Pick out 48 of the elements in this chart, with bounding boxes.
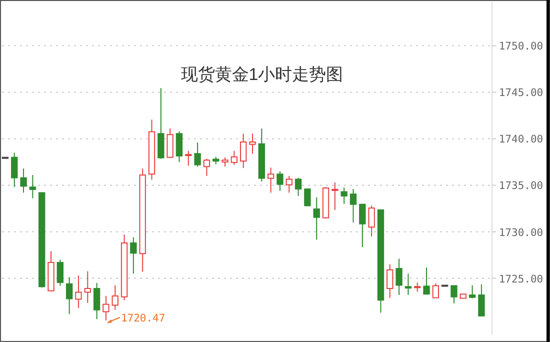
candlestick xyxy=(267,167,274,194)
candlestick xyxy=(350,188,357,223)
candlestick xyxy=(112,284,118,310)
candlestick xyxy=(313,196,320,240)
candlestick xyxy=(340,187,348,204)
candlestick xyxy=(222,156,228,168)
candlestick xyxy=(66,276,73,315)
candlestick xyxy=(386,264,394,298)
candlestick xyxy=(359,203,366,248)
candlestick xyxy=(468,284,476,299)
candlestick xyxy=(75,274,82,309)
text: 现货黄金1小时走势图 xyxy=(180,65,344,84)
candlestick xyxy=(404,273,412,296)
candlestick xyxy=(450,285,458,304)
y-tick-label: 1745.00 xyxy=(498,87,544,100)
candlestick xyxy=(29,174,36,199)
candlestick xyxy=(286,175,292,194)
annotation: 1720.47 xyxy=(120,312,166,324)
candlestick xyxy=(130,236,137,274)
candlestick xyxy=(368,205,375,237)
candlestick xyxy=(304,188,311,207)
candlestick xyxy=(93,282,100,320)
y-tick-label: 1725.00 xyxy=(498,273,544,286)
candlestick xyxy=(432,282,440,298)
candlestick xyxy=(166,128,174,158)
candlestick xyxy=(249,133,256,154)
candlestick xyxy=(414,282,421,292)
candlestick xyxy=(56,259,64,286)
candlestick xyxy=(396,258,402,296)
y-tick-label: 1750.00 xyxy=(498,40,544,53)
candlestick xyxy=(478,284,485,316)
y-tick-label: 1735.00 xyxy=(498,180,544,192)
candlestick xyxy=(11,152,18,188)
y-tick-label: 1730.00 xyxy=(498,226,544,239)
candlestick xyxy=(176,130,183,162)
candlestick xyxy=(332,182,338,210)
candlestick xyxy=(102,295,110,321)
candlestick xyxy=(230,150,238,166)
candlestick xyxy=(84,270,91,304)
candlestick xyxy=(185,150,192,166)
candlestick xyxy=(423,267,430,295)
candlestick xyxy=(203,158,210,176)
candlestick xyxy=(20,168,27,194)
candlestick xyxy=(276,170,284,192)
y-tick-label: 1740.00 xyxy=(498,134,544,146)
candlestick xyxy=(294,177,302,196)
candlestick xyxy=(240,133,247,169)
candlestick xyxy=(194,142,201,168)
